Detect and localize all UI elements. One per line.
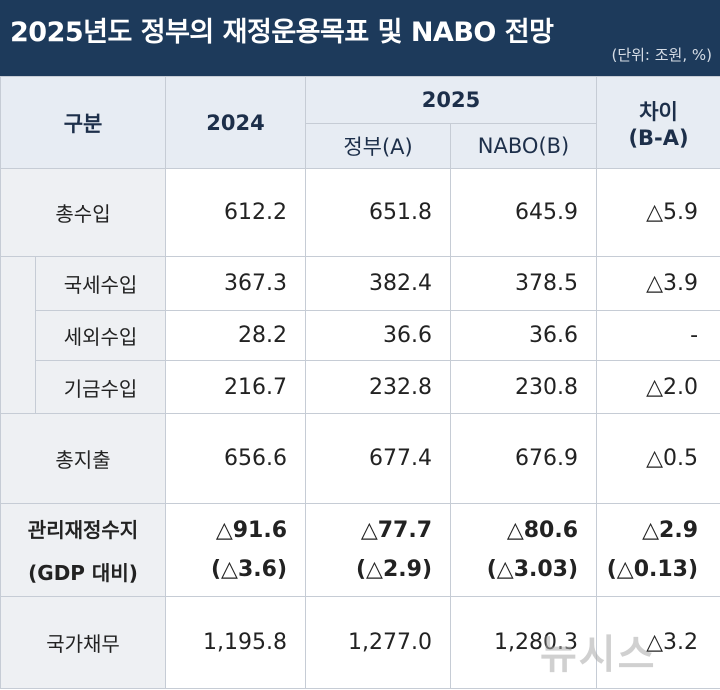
value-cell: △2.9 (△0.13)	[596, 503, 720, 597]
watermark: 뉴시스	[540, 632, 657, 678]
value-cell: 367.3	[165, 256, 307, 311]
row-label: 국세수입	[34, 256, 167, 311]
value-cell: △3.9	[596, 256, 720, 311]
cell-line: △91.6	[215, 518, 288, 543]
title: 2025년도 정부의 재정운용목표 및 NABO 전망	[10, 17, 554, 48]
value-cell: △2.0	[596, 360, 720, 414]
value-cell: -	[596, 310, 720, 361]
row-label: 국가채무	[0, 596, 167, 689]
header-category: 구분	[0, 76, 167, 169]
value-cell: △0.5	[596, 413, 720, 504]
value-cell: 216.7	[165, 360, 307, 414]
value-cell: 36.6	[450, 310, 598, 361]
value-cell: △91.6 (△3.6)	[165, 503, 307, 597]
value-cell: 1,280.3	[450, 596, 598, 689]
title-bar: 2025년도 정부의 재정운용목표 및 NABO 전망 (단위: 조원, %)	[0, 0, 720, 76]
value-cell: 645.9	[450, 168, 598, 257]
value-cell: 677.4	[305, 413, 452, 504]
header-year: 2025	[305, 76, 598, 124]
value-cell: 676.9	[450, 413, 598, 504]
header-diff-line: 차이	[639, 99, 678, 124]
value-cell: 612.2	[165, 168, 307, 257]
row-label: 기금수입	[34, 360, 167, 414]
header-diff: 차이 (B-A)	[596, 76, 720, 169]
row-label: 총수입	[0, 168, 167, 257]
table-row: 기금수입 216.7 232.8 230.8 △2.0	[1, 360, 720, 414]
value-cell: △80.6 (△3.03)	[450, 503, 598, 597]
value-cell: △77.7 (△2.9)	[305, 503, 452, 597]
value-cell: △3.2	[596, 596, 720, 689]
header-diff-line: (B-A)	[628, 125, 689, 150]
value-cell: 1,277.0	[305, 596, 452, 689]
value-cell: 651.8	[305, 168, 452, 257]
cell-line: △80.6	[506, 518, 579, 543]
table-row: 국가채무 1,195.8 1,277.0 1,280.3 △3.2	[0, 596, 720, 689]
value-cell: 1,195.8	[165, 596, 307, 689]
value-cell: 230.8	[450, 360, 598, 414]
header-gov: 정부(A)	[305, 123, 452, 169]
unit-note: (단위: 조원, %)	[611, 46, 712, 64]
cell-line: (GDP 대비)	[28, 561, 138, 585]
data-table: 구분 2024 2025 차이 (B-A) 정부(A) NABO(B) 총수입 61…	[0, 76, 720, 689]
cell-line: △2.9	[642, 518, 699, 543]
row-label: 총지출	[0, 413, 167, 504]
value-cell: 378.5	[450, 256, 598, 311]
value-cell: 36.6	[305, 310, 452, 361]
table-body: 총수입 612.2 651.8 645.9 △5.9 국세수입 367.3 382.4 378.…	[0, 168, 720, 689]
value-cell: 28.2	[165, 310, 307, 361]
value-cell: 382.4	[305, 256, 452, 311]
value-cell: 656.6	[165, 413, 307, 504]
indent-cell	[0, 256, 36, 414]
cell-line: (△0.13)	[606, 557, 699, 582]
cell-line: 관리재정수지	[27, 518, 139, 542]
row-label: 세외수입	[34, 310, 167, 361]
value-cell: 232.8	[305, 360, 452, 414]
cell-line: (△2.9)	[356, 557, 433, 582]
table-row: 총지출 656.6 677.4 676.9 △0.5	[0, 413, 720, 504]
cell-line: (△3.03)	[486, 557, 579, 582]
table-row: 국세수입 367.3 382.4 378.5 △3.9	[0, 256, 720, 414]
table-row: 관리재정수지 (GDP 대비) △91.6 (△3.6) △77.7 (△2.9) △80.…	[0, 503, 720, 597]
cell-line: (△3.6)	[211, 557, 288, 582]
header-nabo: NABO(B)	[450, 123, 598, 169]
cell-line: △77.7	[360, 518, 433, 543]
row-label: 관리재정수지 (GDP 대비)	[0, 503, 167, 597]
table-row: 총수입 612.2 651.8 645.9 △5.9	[0, 168, 720, 257]
table-row: 세외수입 28.2 36.6 36.6-	[1, 310, 720, 361]
header-year: 2024	[165, 76, 307, 169]
value-cell: △5.9	[596, 168, 720, 257]
